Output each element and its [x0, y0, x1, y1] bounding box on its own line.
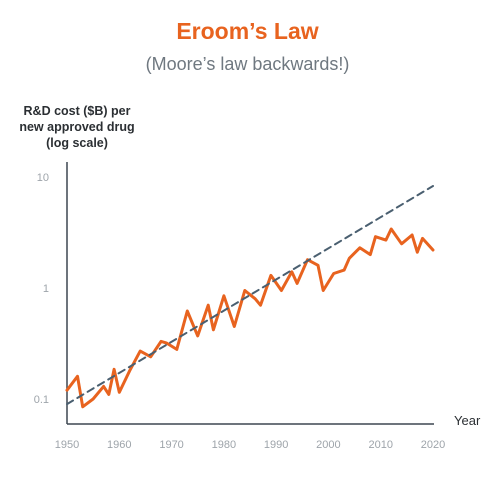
x-tick-label: 2020: [421, 439, 445, 451]
y-tick-labels: 0.1 1 10: [34, 172, 49, 406]
y-tick-label: 1: [43, 283, 49, 295]
chart-subtitle: (Moore’s law backwards!): [145, 54, 350, 74]
y-axis-label: R&D cost ($B) per new approved drug (log…: [19, 104, 135, 150]
x-tick-labels: 1950 1960 1970 1980 1990 2000 2010 2020: [55, 439, 445, 451]
y-tick-label: 0.1: [34, 394, 49, 406]
x-axis-label: Year: [454, 413, 481, 428]
chart-title: Eroom’s Law: [176, 18, 319, 44]
series-group: [65, 185, 435, 409]
x-tick-label: 1970: [159, 439, 183, 451]
axes: [66, 162, 434, 425]
x-tick-label: 1980: [212, 439, 236, 451]
cost-series-line: [65, 227, 435, 409]
y-tick-label: 10: [37, 172, 49, 184]
x-tick-label: 1950: [55, 439, 79, 451]
x-tick-label: 2010: [368, 439, 392, 451]
trend-line: [66, 185, 434, 406]
x-tick-label: 1990: [264, 439, 288, 451]
x-tick-label: 1960: [107, 439, 131, 451]
x-tick-label: 2000: [316, 439, 340, 451]
